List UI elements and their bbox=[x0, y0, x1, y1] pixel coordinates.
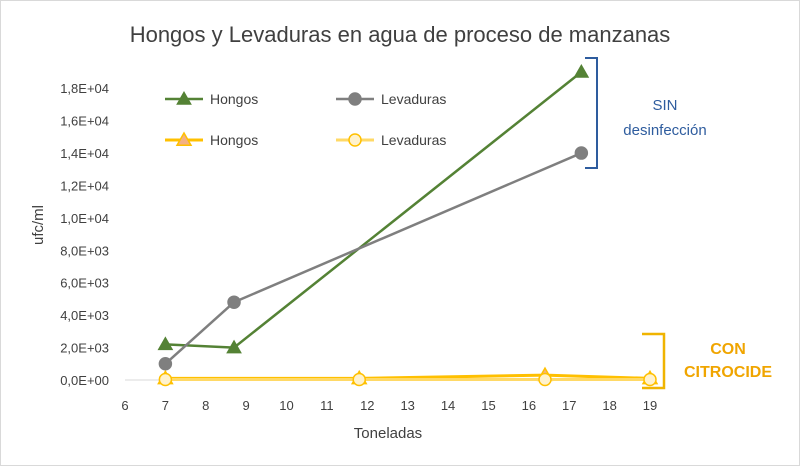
data-point bbox=[157, 336, 174, 351]
con-annotation-line1: CON bbox=[710, 341, 746, 358]
data-point bbox=[158, 372, 173, 387]
y-tick-label: 1,4E+04 bbox=[60, 146, 109, 161]
y-tick-label: 1,6E+04 bbox=[60, 114, 109, 129]
series-line bbox=[165, 373, 651, 380]
legend-swatch-marker bbox=[175, 131, 193, 146]
legend: Hongos Levaduras Hongos Levaduras bbox=[165, 90, 446, 148]
series-con-levaduras bbox=[158, 372, 657, 387]
x-tick-label: 11 bbox=[320, 398, 334, 413]
series-sin-levaduras bbox=[158, 146, 589, 371]
data-point bbox=[227, 295, 241, 309]
legend-label: Hongos bbox=[210, 91, 258, 107]
data-point bbox=[643, 372, 657, 387]
x-tick-label: 16 bbox=[522, 398, 536, 413]
legend-swatch-marker bbox=[348, 133, 362, 147]
x-tick-label: 12 bbox=[360, 398, 374, 413]
series-con-hongos bbox=[157, 366, 659, 385]
data-point bbox=[573, 63, 590, 78]
x-tick-label: 19 bbox=[643, 398, 657, 413]
y-tick-label: 4,0E+03 bbox=[60, 308, 109, 323]
data-point bbox=[352, 372, 366, 387]
sin-bracket bbox=[585, 57, 598, 169]
y-tick-label: 1,0E+04 bbox=[60, 211, 109, 226]
sin-annotation-line1: SIN bbox=[652, 97, 677, 114]
x-tick-label: 6 bbox=[121, 398, 128, 413]
series-layer bbox=[157, 63, 659, 387]
legend-label: Levaduras bbox=[381, 91, 446, 107]
legend-label: Hongos bbox=[210, 132, 258, 148]
x-tick-label: 7 bbox=[162, 398, 169, 413]
x-axis-label: Toneladas bbox=[354, 425, 422, 442]
x-tick-label: 17 bbox=[562, 398, 576, 413]
x-tick-label: 8 bbox=[202, 398, 209, 413]
data-point bbox=[226, 339, 242, 354]
legend-swatch-marker bbox=[176, 90, 192, 105]
y-tick-label: 0,0E+00 bbox=[60, 373, 109, 388]
y-tick-label: 1,8E+04 bbox=[60, 81, 109, 96]
con-bracket bbox=[642, 332, 666, 390]
x-tick-label: 10 bbox=[279, 398, 293, 413]
series-sin-hongos bbox=[157, 63, 590, 354]
y-axis-ticks: 0,0E+00 2,0E+03 4,0E+03 6,0E+03 8,0E+03 1,0E+… bbox=[60, 81, 109, 388]
series-line bbox=[164, 151, 582, 365]
x-tick-label: 18 bbox=[602, 398, 616, 413]
con-annotation-line2: CITROCIDE bbox=[684, 364, 772, 381]
legend-entry: Hongos bbox=[165, 131, 258, 148]
data-point bbox=[158, 357, 173, 371]
x-tick-label: 9 bbox=[243, 398, 250, 413]
y-tick-label: 2,0E+03 bbox=[60, 341, 109, 356]
legend-entry: Levaduras bbox=[336, 91, 446, 107]
sin-annotation-line2: desinfección bbox=[623, 122, 706, 139]
x-tick-label: 15 bbox=[481, 398, 495, 413]
x-tick-label: 14 bbox=[441, 398, 455, 413]
y-axis-label: ufc/ml bbox=[30, 205, 47, 245]
x-axis-ticks: 6 7 8 9 10 11 12 13 14 15 16 17 18 19 bbox=[121, 398, 657, 413]
data-point bbox=[538, 372, 552, 387]
chart-title: Hongos y Levaduras en agua de proceso de… bbox=[130, 22, 671, 47]
y-tick-label: 6,0E+03 bbox=[60, 276, 109, 291]
legend-entry: Hongos bbox=[165, 90, 258, 107]
y-tick-label: 1,2E+04 bbox=[60, 178, 109, 193]
legend-swatch-marker bbox=[348, 92, 362, 106]
legend-entry: Levaduras bbox=[336, 132, 446, 148]
y-tick-label: 8,0E+03 bbox=[60, 243, 109, 258]
legend-label: Levaduras bbox=[381, 132, 446, 148]
data-point bbox=[574, 146, 589, 160]
x-tick-label: 13 bbox=[400, 398, 414, 413]
